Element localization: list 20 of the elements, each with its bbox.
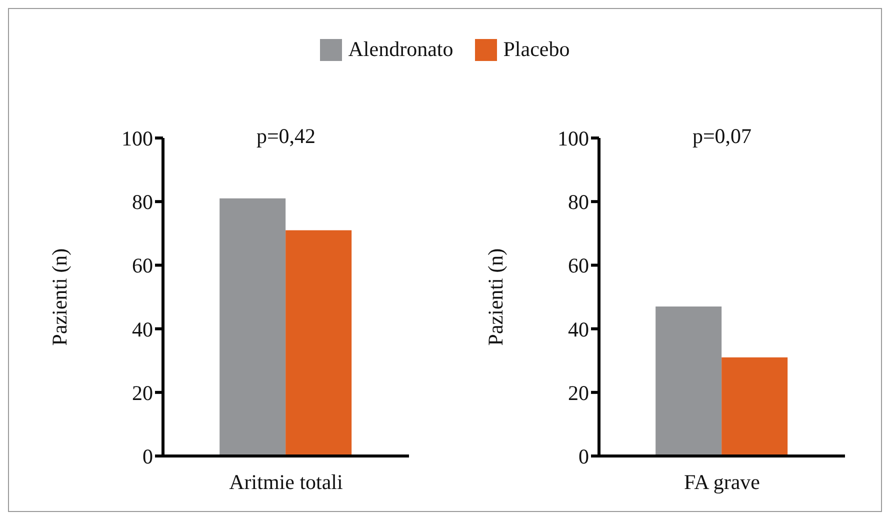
x-tick-label: FA grave — [684, 470, 760, 494]
y-tick-label: 80 — [568, 190, 589, 214]
y-axis-title: Pazienti (n) — [483, 248, 508, 346]
y-tick-label: 100 — [122, 126, 153, 150]
y-tick-label: 0 — [142, 444, 153, 468]
legend-label: Alendronato — [348, 37, 454, 62]
y-tick-label: 0 — [578, 444, 589, 468]
y-tick-label: 20 — [132, 380, 153, 405]
x-tick-label: Aritmie totali — [229, 470, 344, 494]
y-axis-title: Pazienti (n) — [47, 248, 72, 346]
y-tick-label: 40 — [568, 317, 589, 342]
annotation: p=0,07 — [691, 124, 753, 149]
y-tick-label: 60 — [132, 254, 153, 278]
y-tick-label: 80 — [132, 190, 153, 214]
y-tick-label: 60 — [568, 254, 589, 278]
y-tick-label: 20 — [568, 380, 589, 405]
annotation: p=0,42 — [255, 124, 317, 149]
y-tick-label: 100 — [558, 126, 589, 150]
y-tick-label: 40 — [132, 317, 153, 342]
legend-label: Placebo — [503, 37, 570, 62]
